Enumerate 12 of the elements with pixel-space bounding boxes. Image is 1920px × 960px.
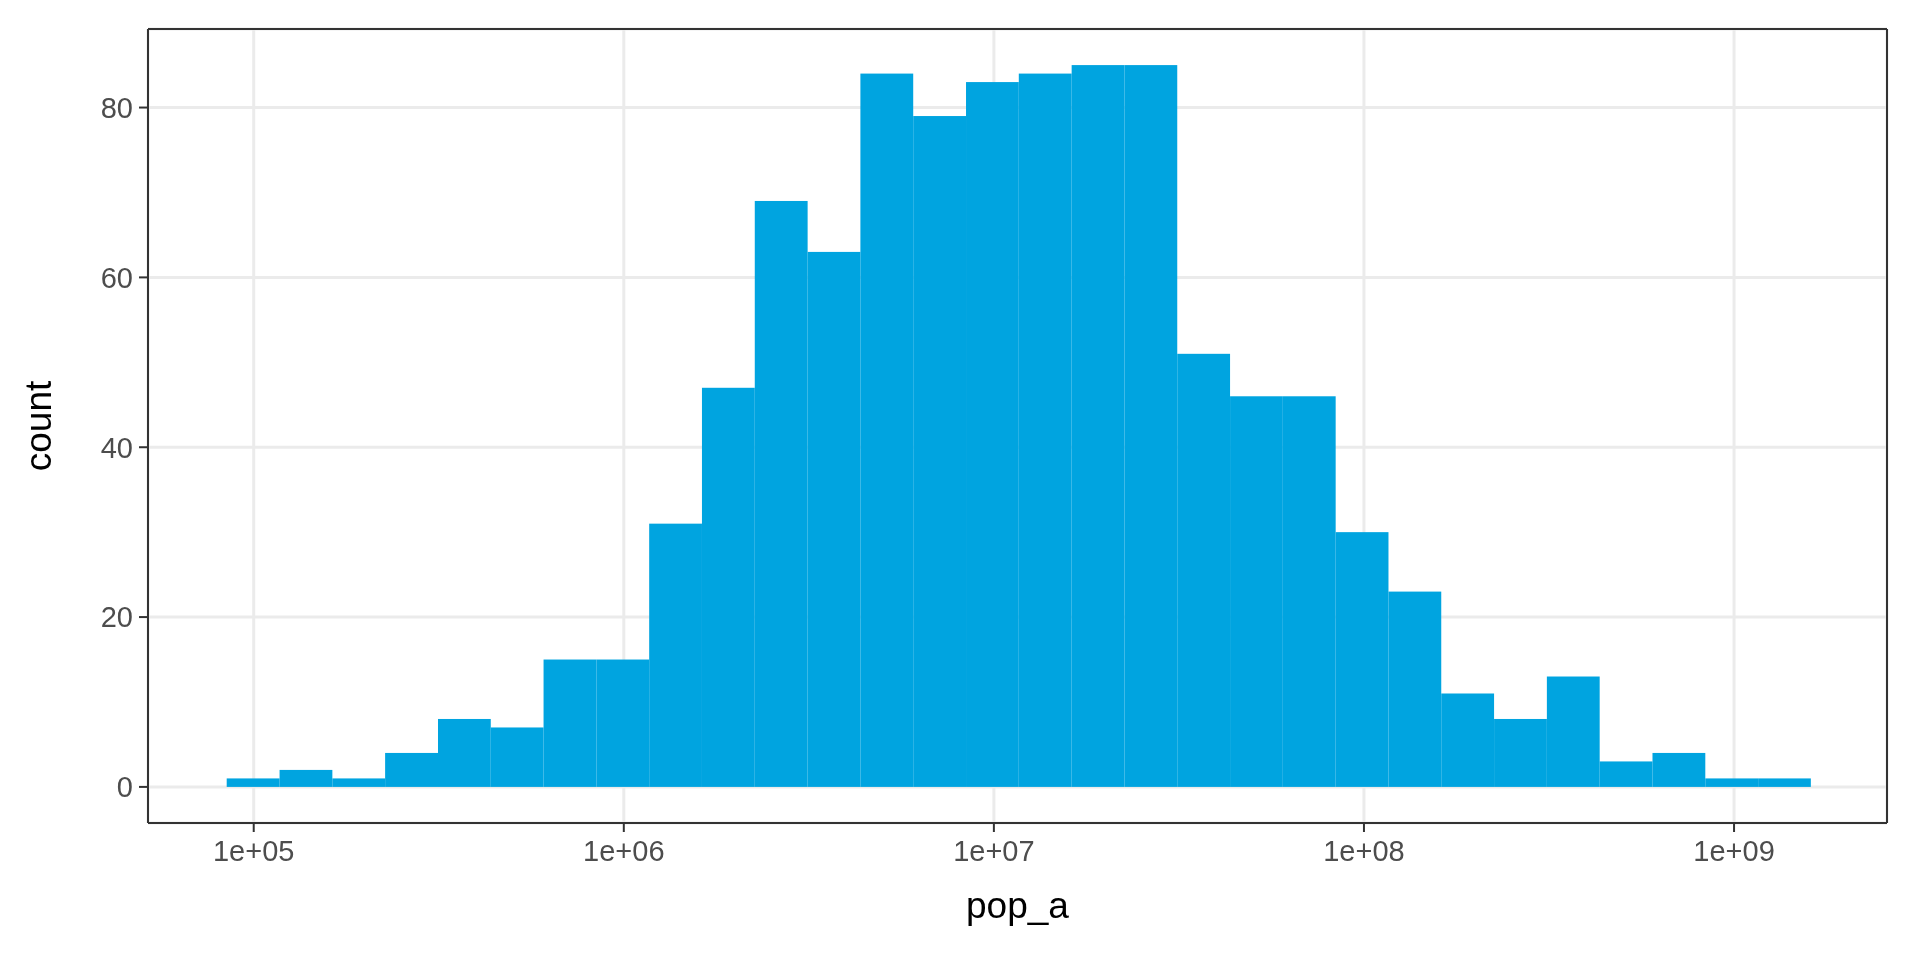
- y-axis-title: count: [18, 380, 60, 472]
- x-tick-label: 1e+06: [583, 834, 665, 867]
- x-tick-label: 1e+09: [1693, 834, 1775, 867]
- y-tick-label: 40: [100, 431, 133, 464]
- x-axis-title: pop_a: [966, 885, 1070, 926]
- y-tick-label: 60: [100, 261, 133, 294]
- x-tick-label: 1e+07: [953, 834, 1035, 867]
- x-tick-label: 1e+05: [212, 834, 295, 867]
- y-tick-label: 80: [100, 91, 133, 124]
- y-tick-label: 0: [116, 771, 133, 804]
- y-tick-label: 20: [100, 601, 133, 634]
- x-tick-label: 1e+08: [1323, 834, 1405, 867]
